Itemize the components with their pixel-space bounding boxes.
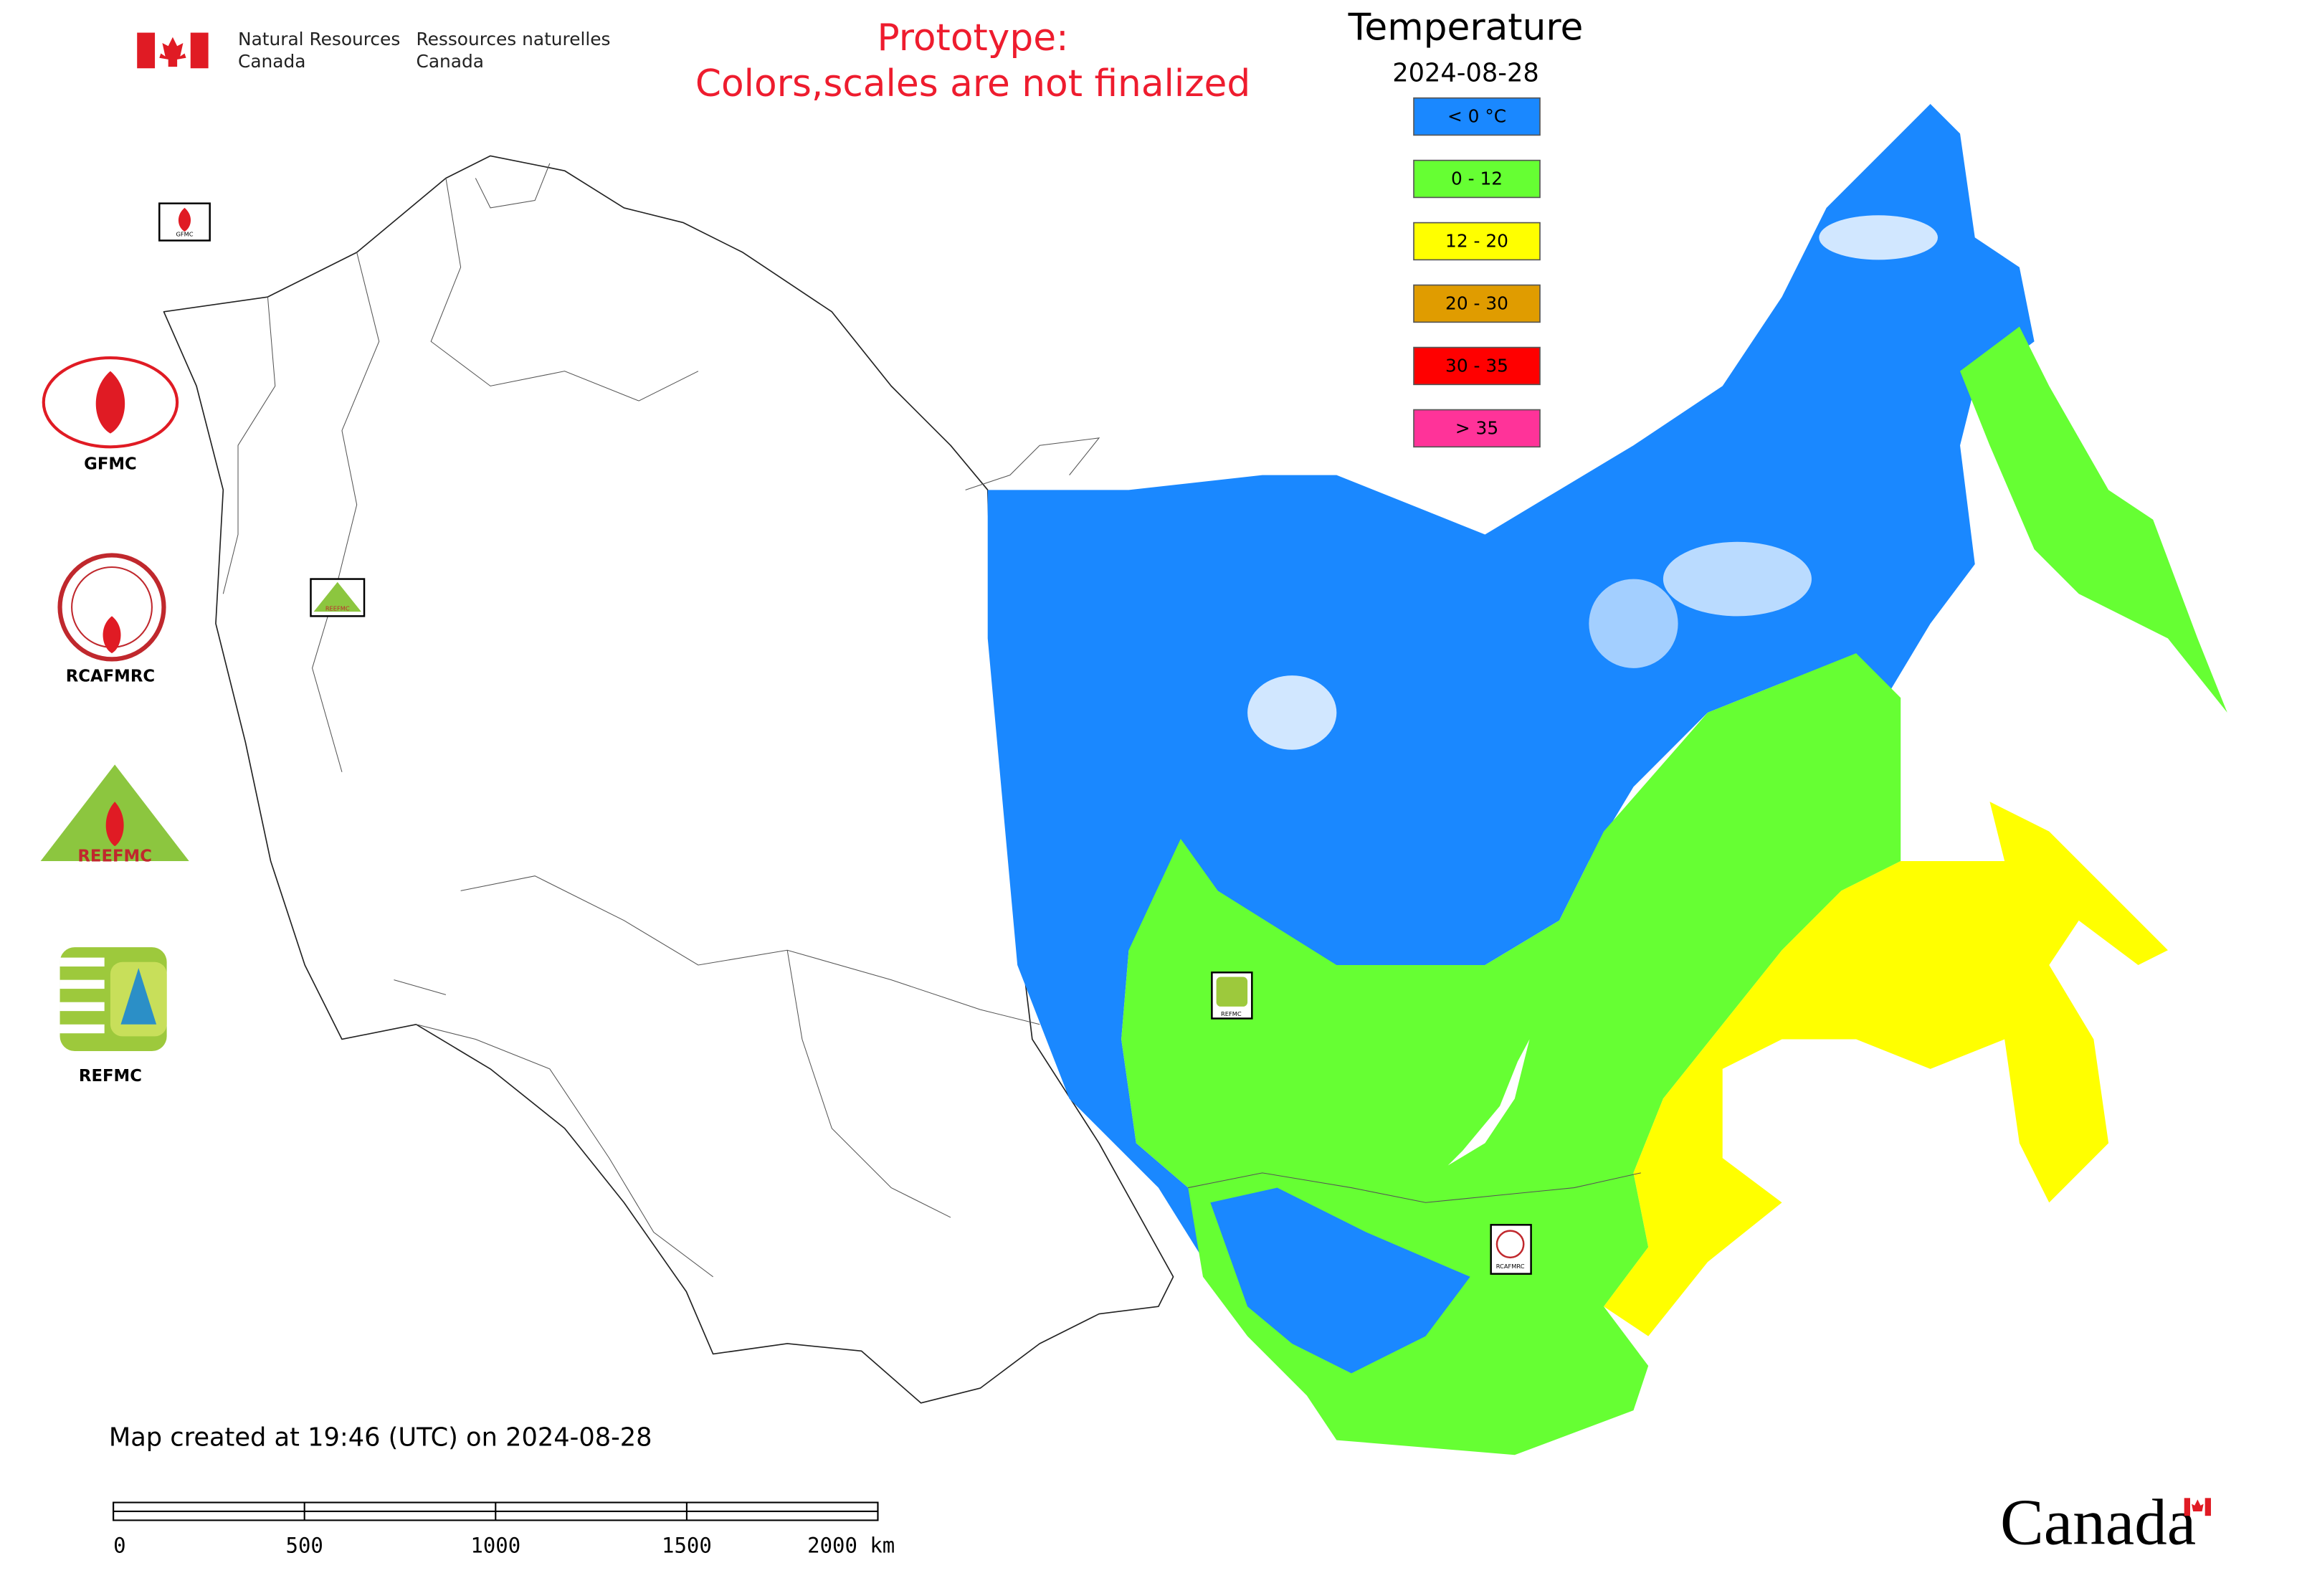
- org-en: Natural Resources: [238, 29, 400, 49]
- center-markers: GFMC REEFMC REFMC RCAFMRC: [158, 202, 1532, 1275]
- cool-area: [1960, 326, 2227, 713]
- creation-note: Map created at 19:46 (UTC) on 2024-08-28: [109, 1423, 652, 1453]
- scale-label: 1000: [470, 1534, 520, 1558]
- nrcan-signature: Natural Resources Canada Ressources natu…: [137, 29, 611, 72]
- marker-label: REEFMC: [325, 604, 350, 612]
- logo-label: GFMC: [84, 455, 137, 474]
- legend-label: < 0 °C: [1447, 106, 1506, 127]
- legend-swatch: [1413, 97, 1541, 136]
- legend-swatch: [1413, 346, 1541, 386]
- scale-label: 2000 km: [807, 1534, 895, 1558]
- logo-label: REEFMC: [77, 847, 152, 865]
- cold-area: [987, 103, 2035, 1367]
- country-outlines: [163, 155, 1174, 1404]
- logos: GFMC RCAFMRC REEFMC REFMC: [40, 356, 189, 1086]
- temperature-fields: [987, 103, 2227, 1455]
- notice: Colors,scales are not finalized: [695, 62, 1250, 105]
- snow-patch: [1663, 541, 1812, 617]
- snow-patch: [1819, 215, 1938, 260]
- wordmark-flag: [2184, 1498, 2211, 1516]
- scale-label: 1500: [662, 1534, 712, 1558]
- notice: Prototype:: [877, 16, 1068, 60]
- legend-label: 0 - 12: [1451, 168, 1503, 189]
- rcafmrc-logo: RCAFMRC: [57, 553, 166, 686]
- legend-label: 20 - 30: [1445, 293, 1508, 313]
- canada-wordmark: Canada: [2000, 1486, 2196, 1559]
- org-fr: Canada: [417, 51, 484, 72]
- legend-label: 12 - 20: [1445, 231, 1508, 252]
- legend-label: > 35: [1455, 417, 1498, 438]
- logo-label: RCAFMRC: [66, 668, 155, 686]
- org-fr: Ressources naturelles: [417, 29, 611, 49]
- legend-swatch: [1413, 159, 1541, 199]
- scale-bar: 0 500 1000 1500 2000 km: [113, 1501, 895, 1558]
- legend-label: 30 - 35: [1445, 355, 1508, 376]
- marker-label: RCAFMRC: [1496, 1263, 1525, 1270]
- gfmc-logo: GFMC: [42, 356, 179, 474]
- legend-date: 2024-08-28: [1392, 59, 1539, 88]
- legend-swatch: [1413, 284, 1541, 323]
- cold-area: [1210, 1187, 1470, 1374]
- legend-swatch: [1413, 409, 1541, 448]
- refmc-logo: REFMC: [60, 947, 167, 1086]
- logo-label: REFMC: [79, 1067, 142, 1086]
- legend-swatch: [1413, 222, 1541, 261]
- flag-bar: [190, 32, 209, 69]
- legend: Temperature 2024-08-28 < 0 °C 0 - 12 12 - …: [1348, 6, 1584, 448]
- snow-patch: [1247, 675, 1337, 750]
- flag-bar: [137, 32, 156, 69]
- scale-label: 0: [113, 1534, 125, 1558]
- maple-leaf: [159, 37, 186, 67]
- marker-label: GFMC: [176, 231, 193, 238]
- org-en: Canada: [238, 51, 305, 72]
- scale-label: 500: [286, 1534, 323, 1558]
- reefmc-logo: REEFMC: [40, 764, 189, 865]
- marker-label: REFMC: [1221, 1010, 1242, 1017]
- legend-title: Temperature: [1348, 6, 1584, 49]
- mild-area: [1604, 802, 2168, 1336]
- snow-patch: [1589, 579, 1678, 668]
